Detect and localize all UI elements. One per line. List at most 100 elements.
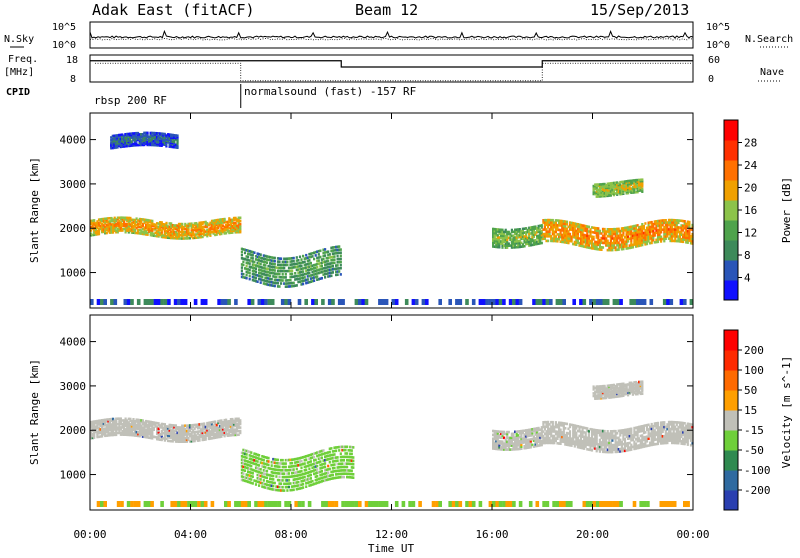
echo-cell bbox=[545, 228, 547, 231]
echo-cell bbox=[313, 258, 315, 261]
echo-cell bbox=[289, 279, 291, 282]
clutter-cell bbox=[284, 299, 288, 305]
clutter-cell bbox=[562, 299, 566, 305]
clutter-cell bbox=[539, 299, 543, 305]
freq-label-bottom: [MHz] bbox=[4, 67, 34, 78]
echo-cell bbox=[327, 471, 329, 474]
echo-cell bbox=[308, 272, 310, 275]
clutter-cell bbox=[261, 299, 265, 305]
echo-cell bbox=[352, 460, 354, 463]
clutter-cell bbox=[485, 299, 489, 305]
clutter-cell bbox=[271, 299, 275, 305]
echo-cell bbox=[340, 248, 342, 251]
echo-cell bbox=[293, 468, 295, 471]
clutter-cell bbox=[314, 299, 318, 305]
echo-cell bbox=[310, 460, 312, 463]
echo-cell bbox=[250, 465, 252, 468]
y-tick-label: 1000 bbox=[60, 267, 87, 280]
clutter-cell bbox=[516, 299, 520, 305]
clutter-cell bbox=[606, 299, 610, 305]
echo-cell bbox=[250, 451, 252, 454]
clutter-cell bbox=[167, 299, 171, 305]
clutter-cell bbox=[636, 299, 640, 305]
nsky-tick-bottom: 10^0 bbox=[52, 40, 76, 51]
y-tick-label: 4000 bbox=[60, 134, 87, 147]
echo-cell bbox=[278, 285, 280, 288]
echo-cell bbox=[260, 478, 262, 481]
clutter-cell bbox=[532, 299, 536, 305]
echo-cell bbox=[351, 453, 353, 456]
clutter-cell bbox=[204, 299, 208, 305]
clutter-cell bbox=[616, 299, 620, 305]
nsky-panel: 10^5 10^0 10^5 10^0 N.Sky N.Search bbox=[4, 22, 793, 51]
clutter-cell bbox=[559, 299, 563, 305]
echo-cell bbox=[333, 255, 335, 258]
clutter-cell bbox=[258, 299, 262, 305]
echo-cell bbox=[93, 219, 95, 222]
echo-cell bbox=[318, 259, 320, 262]
echo-cell bbox=[214, 420, 216, 423]
clutter-cell bbox=[341, 299, 345, 305]
echo-cell bbox=[333, 262, 335, 265]
echo-cell bbox=[305, 458, 307, 461]
echo-cell bbox=[607, 240, 609, 243]
echo-cell bbox=[242, 264, 244, 267]
clutter-cell bbox=[311, 299, 315, 305]
echo-cell bbox=[258, 454, 260, 457]
clutter-cell bbox=[549, 299, 553, 305]
echo-cell bbox=[351, 470, 353, 473]
echo-cell bbox=[343, 459, 345, 462]
echo-cell bbox=[246, 274, 248, 277]
echo-cell bbox=[302, 270, 304, 273]
clutter-cell bbox=[365, 299, 369, 305]
echo-cell bbox=[258, 464, 260, 467]
echo-cell bbox=[611, 235, 613, 238]
clutter-cell bbox=[251, 299, 255, 305]
echo-cell bbox=[282, 459, 284, 462]
clutter-cell bbox=[361, 299, 365, 305]
echo-cell bbox=[340, 261, 342, 264]
freq-tick-top: 18 bbox=[66, 55, 78, 66]
echo-cell bbox=[324, 462, 326, 465]
echo-cell bbox=[296, 284, 298, 287]
echo-cell bbox=[352, 476, 354, 479]
clutter-cell bbox=[331, 299, 335, 305]
echo-cell bbox=[255, 267, 257, 270]
echo-cell bbox=[249, 269, 251, 272]
echo-cell bbox=[310, 477, 312, 480]
echo-cell bbox=[547, 421, 549, 424]
clutter-cell bbox=[455, 299, 459, 305]
echo-cell bbox=[566, 221, 568, 224]
echo-cell bbox=[324, 466, 326, 469]
clutter-cell bbox=[619, 299, 623, 305]
echo-cell bbox=[346, 466, 348, 469]
echo-cell bbox=[322, 258, 324, 261]
echo-cell bbox=[282, 486, 284, 489]
clutter-cell bbox=[596, 299, 600, 305]
echo-cell bbox=[286, 264, 288, 267]
clutter-cell bbox=[650, 299, 654, 305]
echo-cell bbox=[255, 483, 257, 486]
echo-cell bbox=[285, 462, 287, 465]
echo-cell bbox=[337, 459, 339, 462]
echo-cell bbox=[542, 423, 544, 426]
echo-cell bbox=[286, 489, 288, 492]
echo-cell bbox=[332, 271, 334, 274]
clutter-cell bbox=[405, 299, 409, 305]
nsearch-tick-top: 10^5 bbox=[706, 22, 730, 33]
clutter-cell bbox=[281, 299, 285, 305]
echo-cell bbox=[308, 468, 310, 471]
echo-cell bbox=[300, 258, 302, 261]
echo-cell bbox=[338, 245, 340, 248]
echo-cell bbox=[305, 485, 307, 488]
clutter-cell bbox=[425, 299, 429, 305]
echo-cell bbox=[283, 489, 285, 492]
echo-cell bbox=[643, 225, 645, 228]
clutter-cell bbox=[579, 299, 583, 305]
echo-cell bbox=[275, 276, 277, 279]
clutter-cell bbox=[422, 299, 426, 305]
echo-cell bbox=[241, 254, 243, 257]
echo-cell bbox=[304, 462, 306, 465]
echo-cell bbox=[310, 262, 312, 265]
